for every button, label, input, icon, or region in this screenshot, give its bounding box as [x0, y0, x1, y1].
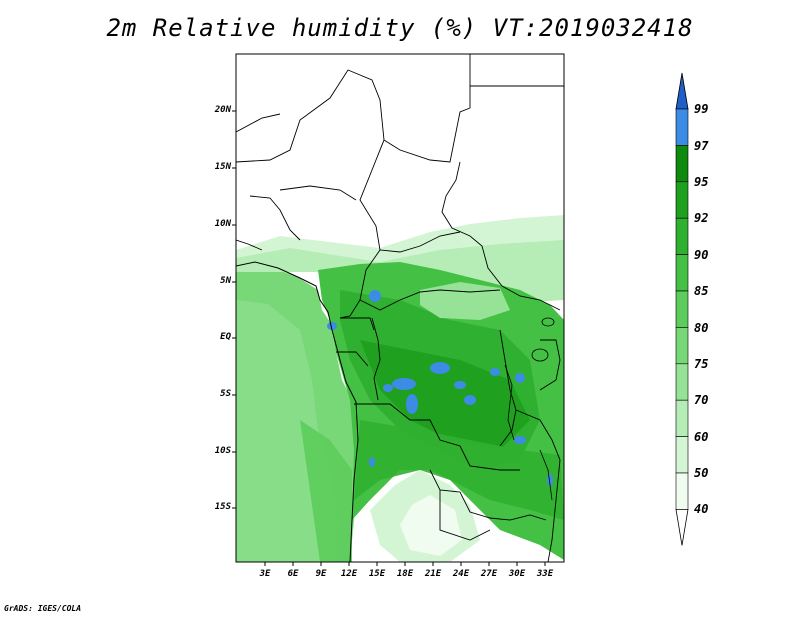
lon-label-12e: 12E	[340, 569, 358, 579]
coastline	[236, 261, 359, 562]
lat-label-15s: 15S	[214, 502, 231, 512]
lon-label-24e: 24E	[452, 569, 470, 579]
lon-label-21e: 21E	[424, 569, 442, 579]
colorbar-label-80: 80	[694, 321, 709, 335]
chart-title: 2m Relative humidity (%) VT:2019032418	[106, 14, 694, 42]
colorbar-label-97: 97	[694, 139, 709, 153]
colorbar-segment	[675, 472, 689, 510]
country-borders	[236, 54, 564, 562]
colorbar-segment	[675, 436, 689, 474]
colorbar-label-85: 85	[694, 284, 709, 298]
lon-label-9e: 9E	[315, 569, 327, 579]
lon-label-18e: 18E	[396, 569, 414, 579]
lon-label-30e: 30E	[508, 569, 526, 579]
colorbar-top-arrow	[675, 72, 689, 110]
colorbar-segment	[675, 399, 689, 437]
lon-label-6e: 6E	[287, 569, 299, 579]
lat-label-20n: 20N	[214, 105, 231, 115]
colorbar-label-70: 70	[694, 393, 709, 407]
colorbar-label-50: 50	[694, 466, 709, 480]
colorbar-segment	[675, 254, 689, 292]
lat-label-10s: 10S	[214, 446, 231, 456]
congo-wet	[360, 340, 530, 450]
dry-south-core	[400, 495, 462, 556]
colorbar-label-99: 99	[694, 102, 709, 116]
lat-label-5n: 5N	[220, 276, 231, 286]
lat-label-10n: 10N	[214, 219, 231, 229]
humidity-field	[236, 54, 564, 562]
map-frame	[235, 53, 565, 563]
colorbar-label-92: 92	[694, 211, 709, 225]
colorbar-segment	[675, 363, 689, 401]
colorbar-boxes	[675, 72, 689, 546]
lon-label-27e: 27E	[480, 569, 498, 579]
colorbar-segment	[675, 181, 689, 219]
colorbar-segment	[675, 327, 689, 365]
colorbar-label-75: 75	[694, 357, 709, 371]
lon-label-3e: 3E	[259, 569, 271, 579]
colorbar-label-90: 90	[694, 248, 709, 262]
lat-label-5s: 5S	[220, 389, 231, 399]
colorbar-segment	[675, 145, 689, 183]
lon-label-15e: 15E	[368, 569, 386, 579]
colorbar-label-60: 60	[694, 430, 709, 444]
grads-credit: GrADS: IGES/COLA	[4, 604, 82, 613]
colorbar-segment	[675, 217, 689, 255]
east-patch	[420, 282, 510, 320]
lat-label-eq: EQ	[220, 332, 231, 342]
colorbar-segment	[675, 290, 689, 328]
colorbar-label-40: 40	[694, 502, 709, 516]
tick-marks	[232, 110, 546, 566]
colorbar-segment	[675, 108, 689, 146]
coastal-band	[300, 420, 352, 562]
humid-spots	[327, 290, 553, 486]
lakes	[504, 317, 555, 501]
lat-label-15n: 15N	[214, 162, 231, 172]
southern-band	[354, 420, 564, 520]
colorbar-label-95: 95	[694, 175, 709, 189]
lon-label-33e: 33E	[536, 569, 554, 579]
colorbar-bottom-arrow	[675, 508, 689, 546]
